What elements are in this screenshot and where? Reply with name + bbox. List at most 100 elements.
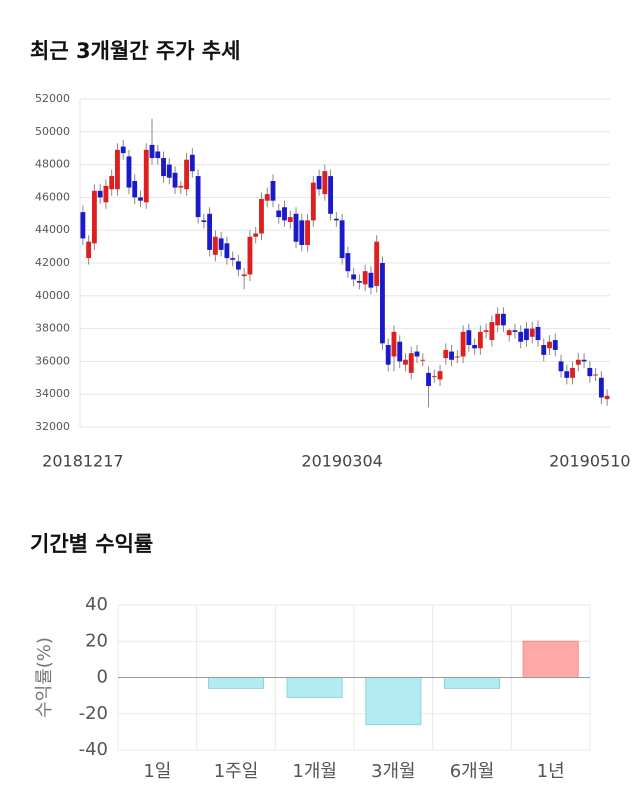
- candle-body: [570, 367, 575, 378]
- x-tick-label: 20190510: [549, 452, 630, 471]
- y-tick-label: 40: [85, 594, 108, 615]
- candle-body: [339, 220, 345, 259]
- y-tick-label: 44000: [35, 223, 70, 236]
- candle-body: [345, 253, 351, 272]
- candle-body: [103, 185, 109, 203]
- y-tick-label: 46000: [35, 190, 70, 203]
- candle-body: [385, 345, 391, 365]
- candle-body: [178, 185, 184, 188]
- candle-body: [391, 331, 397, 357]
- candle-body: [316, 176, 322, 190]
- candle-body: [218, 238, 224, 250]
- candle-body: [120, 146, 126, 154]
- candle-body: [512, 330, 518, 332]
- candle-body: [541, 345, 547, 355]
- candle-body: [529, 328, 535, 337]
- candle-body: [604, 395, 610, 400]
- candle-body: [212, 236, 218, 255]
- candle-body: [598, 377, 604, 398]
- candle-body: [230, 258, 236, 260]
- candle-body: [305, 220, 310, 245]
- candle-body: [80, 212, 86, 239]
- candle-body: [97, 190, 103, 198]
- x-tick-label: 1주일: [214, 761, 259, 782]
- y-tick-label: 48000: [35, 158, 70, 171]
- candle-body: [535, 326, 541, 341]
- x-tick-label: 1일: [143, 761, 171, 782]
- candle-body: [293, 213, 299, 242]
- candle-body: [426, 372, 431, 386]
- y-tick-label: 52000: [35, 92, 70, 105]
- candle-body: [414, 351, 420, 357]
- candle-body: [247, 236, 253, 275]
- candle-body: [91, 190, 97, 244]
- y-tick-label: 50000: [35, 125, 70, 138]
- candle-body: [593, 374, 599, 376]
- x-tick-label: 20181217: [42, 452, 123, 471]
- candle-body: [299, 220, 305, 245]
- y-tick-label: 42000: [35, 256, 70, 269]
- candle-body: [236, 261, 241, 270]
- candle-body: [581, 359, 587, 362]
- candle-body: [132, 181, 138, 198]
- candle-body: [195, 176, 201, 218]
- candle-body: [483, 330, 489, 332]
- candle-body: [501, 313, 506, 326]
- candle-body: [224, 243, 230, 259]
- candle-body: [189, 154, 195, 172]
- candle-body: [126, 156, 132, 188]
- candle-body: [368, 272, 374, 288]
- candle-body: [380, 263, 385, 344]
- candle-body: [408, 353, 414, 373]
- candle-body: [460, 331, 466, 357]
- candle-body: [431, 376, 437, 378]
- candle-body: [351, 274, 357, 280]
- candle-body: [282, 207, 287, 221]
- candle-body: [547, 341, 552, 349]
- candle-body: [264, 194, 270, 201]
- candle-body: [322, 171, 328, 195]
- candle-body: [328, 176, 334, 214]
- chart-title: 기간별 수익률: [30, 532, 153, 556]
- candle-body: [109, 176, 115, 190]
- y-tick-label: 34000: [35, 387, 70, 400]
- y-tick-label: 38000: [35, 322, 70, 335]
- candle-body: [587, 367, 593, 377]
- candle-body: [420, 359, 426, 361]
- x-tick-label: 3개월: [371, 761, 416, 782]
- candle-body: [506, 330, 512, 336]
- y-axis-label: 수익률(%): [34, 637, 55, 718]
- candle-body: [184, 159, 189, 190]
- candle-body: [138, 197, 143, 201]
- candle-body: [253, 233, 259, 237]
- candle-body: [356, 281, 362, 283]
- candle-body: [575, 359, 581, 365]
- candle-body: [564, 371, 570, 378]
- y-tick-label: 32000: [35, 420, 70, 433]
- candle-body: [161, 158, 166, 177]
- candle-body: [86, 241, 92, 259]
- candle-body: [362, 271, 368, 285]
- x-tick-label: 1개월: [292, 761, 337, 782]
- candle-body: [472, 345, 478, 349]
- candle-body: [143, 149, 149, 203]
- y-tick-label: 36000: [35, 354, 70, 367]
- candle-body: [149, 144, 155, 159]
- candle-body: [454, 356, 460, 358]
- candle-body: [466, 330, 472, 345]
- y-tick-label: 20: [85, 630, 108, 651]
- bar: [207, 677, 265, 689]
- bar: [286, 677, 343, 698]
- candle-body: [276, 210, 282, 218]
- candle-body: [495, 313, 501, 326]
- candle-body: [287, 217, 293, 222]
- candle-body: [259, 199, 264, 234]
- candle-body: [374, 241, 380, 286]
- candle-body: [201, 220, 207, 222]
- candle-body: [333, 218, 339, 221]
- candle-body: [155, 151, 161, 159]
- candle-body: [310, 182, 316, 221]
- candle-body: [524, 328, 529, 341]
- candle-body: [172, 172, 178, 188]
